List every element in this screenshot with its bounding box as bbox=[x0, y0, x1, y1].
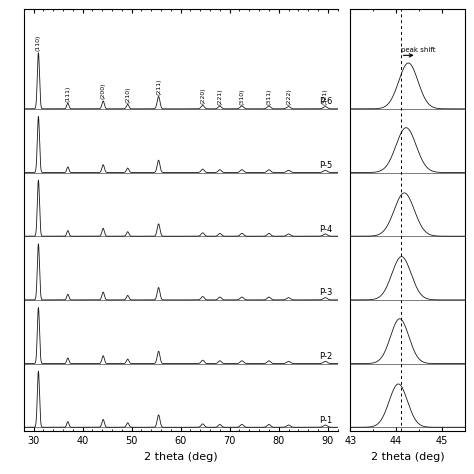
Text: (311): (311) bbox=[266, 88, 272, 104]
Text: (222): (222) bbox=[286, 88, 291, 105]
X-axis label: 2 theta (deg): 2 theta (deg) bbox=[371, 452, 444, 462]
Text: (110): (110) bbox=[36, 35, 41, 51]
Text: (200): (200) bbox=[100, 83, 106, 100]
Text: (211): (211) bbox=[156, 79, 161, 95]
Text: P-5: P-5 bbox=[319, 161, 333, 170]
Text: (310): (310) bbox=[239, 88, 245, 104]
X-axis label: 2 theta (deg): 2 theta (deg) bbox=[144, 452, 218, 462]
Text: P-3: P-3 bbox=[319, 288, 333, 297]
Text: P-1: P-1 bbox=[319, 416, 333, 425]
Text: P-2: P-2 bbox=[319, 352, 333, 361]
Text: (111): (111) bbox=[65, 85, 70, 102]
Text: (220): (220) bbox=[200, 87, 205, 104]
Text: P-4: P-4 bbox=[319, 225, 333, 234]
Text: (210): (210) bbox=[125, 86, 130, 103]
Text: (321): (321) bbox=[323, 89, 328, 105]
Text: P-6: P-6 bbox=[319, 97, 333, 106]
Text: peak shift: peak shift bbox=[401, 47, 435, 53]
Text: (221): (221) bbox=[218, 88, 222, 104]
